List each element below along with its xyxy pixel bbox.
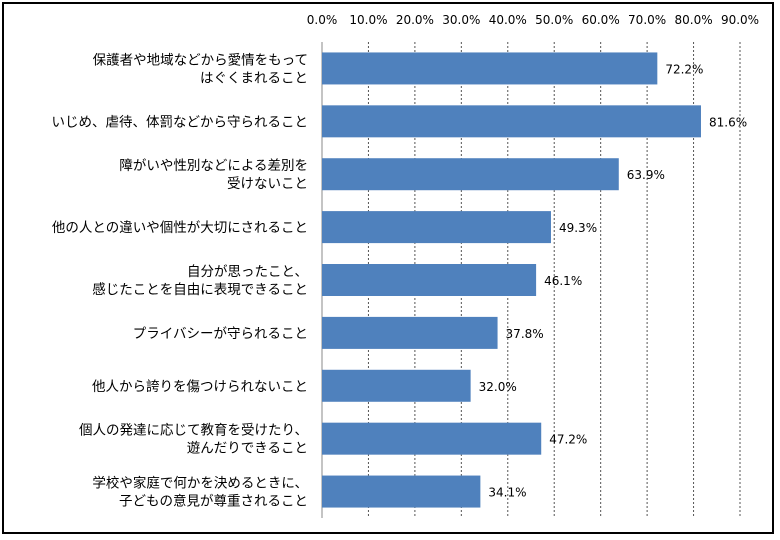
- category-label: プライバシーが守られること: [133, 326, 308, 342]
- category-label: いじめ、虐待、体罰などから守られること: [52, 114, 309, 130]
- bar: [322, 316, 498, 349]
- x-tick-label: 30.0%: [442, 13, 480, 27]
- data-label: 72.2%: [665, 62, 703, 76]
- category-label: 障がいや性別などによる差別を: [119, 158, 308, 174]
- x-tick-label: 80.0%: [674, 13, 712, 27]
- category-label: 保護者や地域などから愛情をもって: [93, 52, 308, 68]
- data-label: 37.8%: [506, 327, 544, 341]
- bar: [322, 422, 542, 455]
- bar: [322, 52, 658, 85]
- data-label: 81.6%: [709, 115, 747, 129]
- data-label: 34.1%: [488, 486, 526, 500]
- data-label: 47.2%: [549, 433, 587, 447]
- category-label: 学校や家庭で何かを決めるときに、: [92, 475, 308, 492]
- data-label: 46.1%: [544, 274, 582, 288]
- bar: [322, 475, 481, 508]
- bar: [322, 369, 471, 402]
- category-label: 子どもの意見が尊重されること: [119, 493, 308, 510]
- x-tick-label: 70.0%: [628, 13, 666, 27]
- x-tick-label: 90.0%: [721, 13, 759, 27]
- data-label: 49.3%: [559, 221, 597, 235]
- x-tick-label: 40.0%: [489, 13, 527, 27]
- bar: [322, 105, 701, 138]
- category-label: 他の人との違いや個性が大切にされること: [52, 220, 308, 236]
- chart-frame: [2, 2, 774, 534]
- x-tick-label: 20.0%: [396, 13, 434, 27]
- x-tick-label: 60.0%: [582, 13, 620, 27]
- data-labels: 72.2% 81.6% 63.9% 49.3% 46.1% 37.8% 32.0% 47.2%…: [479, 62, 747, 499]
- data-label: 32.0%: [479, 380, 517, 394]
- category-label: 自分が思ったこと、: [187, 264, 308, 280]
- x-tick-label: 10.0%: [349, 13, 387, 27]
- x-tick-label: 50.0%: [535, 13, 573, 27]
- bar: [322, 211, 551, 244]
- bars: [322, 52, 701, 508]
- category-label: 個人の発達に応じて教育を受けたり、: [79, 423, 308, 439]
- category-label: 他人から誇りを傷つけられないこと: [92, 379, 308, 395]
- category-labels: 保護者や地域などから愛情をもってはぐくまれることいじめ、虐待、体罰などから守られ…: [52, 52, 309, 509]
- category-label: はぐくまれること: [200, 70, 308, 86]
- x-axis-ticks: 0.0% 10.0% 20.0% 30.0% 40.0% 50.0% 60.0% 70.0% 8…: [307, 13, 759, 27]
- category-label: 遊んだりできること: [187, 441, 308, 457]
- x-tick-label: 0.0%: [307, 13, 338, 27]
- bar: [322, 158, 619, 191]
- category-label: 受けないこと: [227, 176, 308, 192]
- category-label: 感じたことを自由に表現できること: [92, 281, 308, 298]
- bar: [322, 264, 537, 296]
- data-label: 63.9%: [627, 168, 665, 182]
